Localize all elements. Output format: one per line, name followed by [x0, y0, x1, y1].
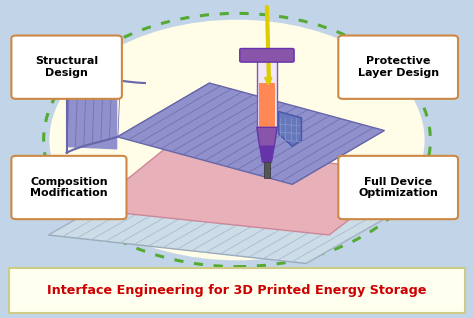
Bar	[259, 83, 275, 127]
Ellipse shape	[49, 20, 425, 260]
Polygon shape	[278, 112, 301, 146]
Text: Full Device
Optimization: Full Device Optimization	[358, 177, 438, 198]
Bar	[261, 53, 273, 61]
Text: Protective
Layer Design: Protective Layer Design	[357, 56, 439, 78]
Bar	[257, 58, 277, 127]
Text: Structural
Design: Structural Design	[35, 56, 98, 78]
FancyBboxPatch shape	[9, 268, 465, 313]
Polygon shape	[257, 127, 277, 146]
Text: Interface Engineering for 3D Printed Energy Storage: Interface Engineering for 3D Printed Ene…	[47, 284, 427, 297]
Polygon shape	[48, 175, 412, 264]
Polygon shape	[117, 83, 384, 184]
FancyBboxPatch shape	[11, 156, 127, 219]
FancyBboxPatch shape	[240, 49, 294, 62]
Polygon shape	[90, 146, 412, 235]
FancyBboxPatch shape	[338, 36, 458, 99]
Text: Composition
Modification: Composition Modification	[30, 177, 108, 198]
Bar	[264, 162, 270, 178]
FancyBboxPatch shape	[338, 156, 458, 219]
Polygon shape	[260, 146, 274, 162]
FancyBboxPatch shape	[11, 36, 122, 99]
